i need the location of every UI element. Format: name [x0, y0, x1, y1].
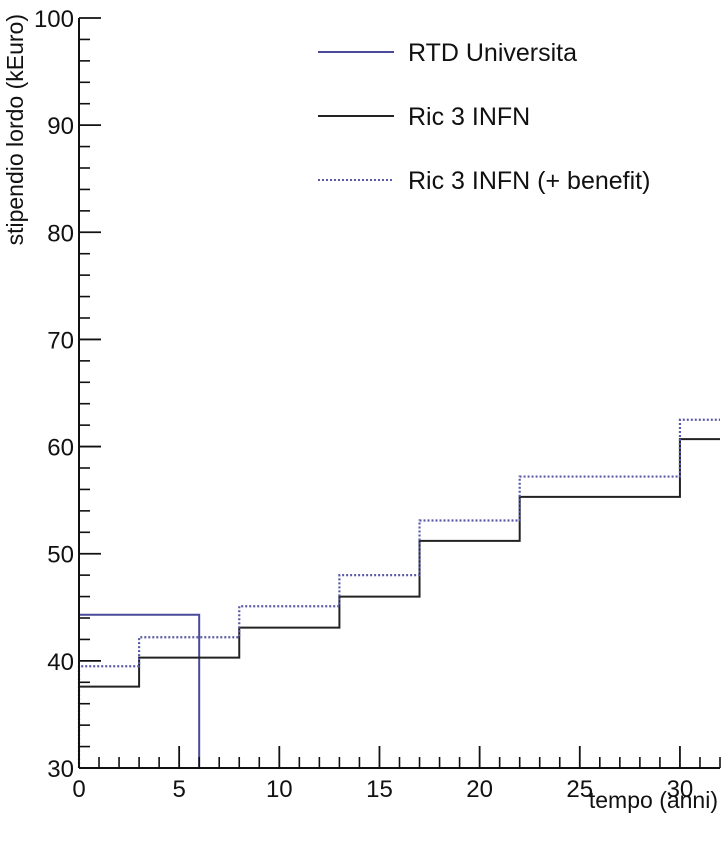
y-tick-label: 100	[34, 6, 74, 33]
legend-label-2: Ric 3 INFN	[408, 103, 530, 131]
x-tick-label: 5	[172, 776, 185, 803]
y-tick-label: 70	[47, 327, 74, 354]
series-line-2	[78, 438, 720, 768]
legend-label-1: RTD Universita	[408, 39, 577, 67]
axes-layer: 0 5 10 15 20 25 30 30 40 50 60 70 80 90 100	[34, 6, 721, 803]
y-tick-label: 60	[47, 435, 74, 462]
x-tick-label: 15	[366, 776, 393, 803]
y-tick-label: 30	[47, 756, 74, 783]
y-tick-label: 80	[47, 220, 74, 247]
x-tick-label: 25	[566, 776, 593, 803]
y-tick-label: 90	[47, 113, 74, 140]
x-tick-label: 30	[667, 776, 694, 803]
legend: RTD Universita Ric 3 INFN Ric 3 INFN (+ be…	[318, 39, 650, 195]
y-tick-label: 50	[47, 542, 74, 569]
y-tick-label: 40	[47, 649, 74, 676]
x-tick-label: 20	[466, 776, 493, 803]
y-axis-label: stipendio lordo (kEuro)	[2, 14, 28, 245]
legend-label-3: Ric 3 INFN (+ benefit)	[408, 167, 650, 195]
series-layer	[77, 418, 720, 768]
x-axis-label: tempo (anni)	[589, 787, 718, 813]
x-tick-label: 10	[266, 776, 293, 803]
x-tick-label: 0	[72, 776, 85, 803]
series-line-3	[77, 418, 720, 768]
